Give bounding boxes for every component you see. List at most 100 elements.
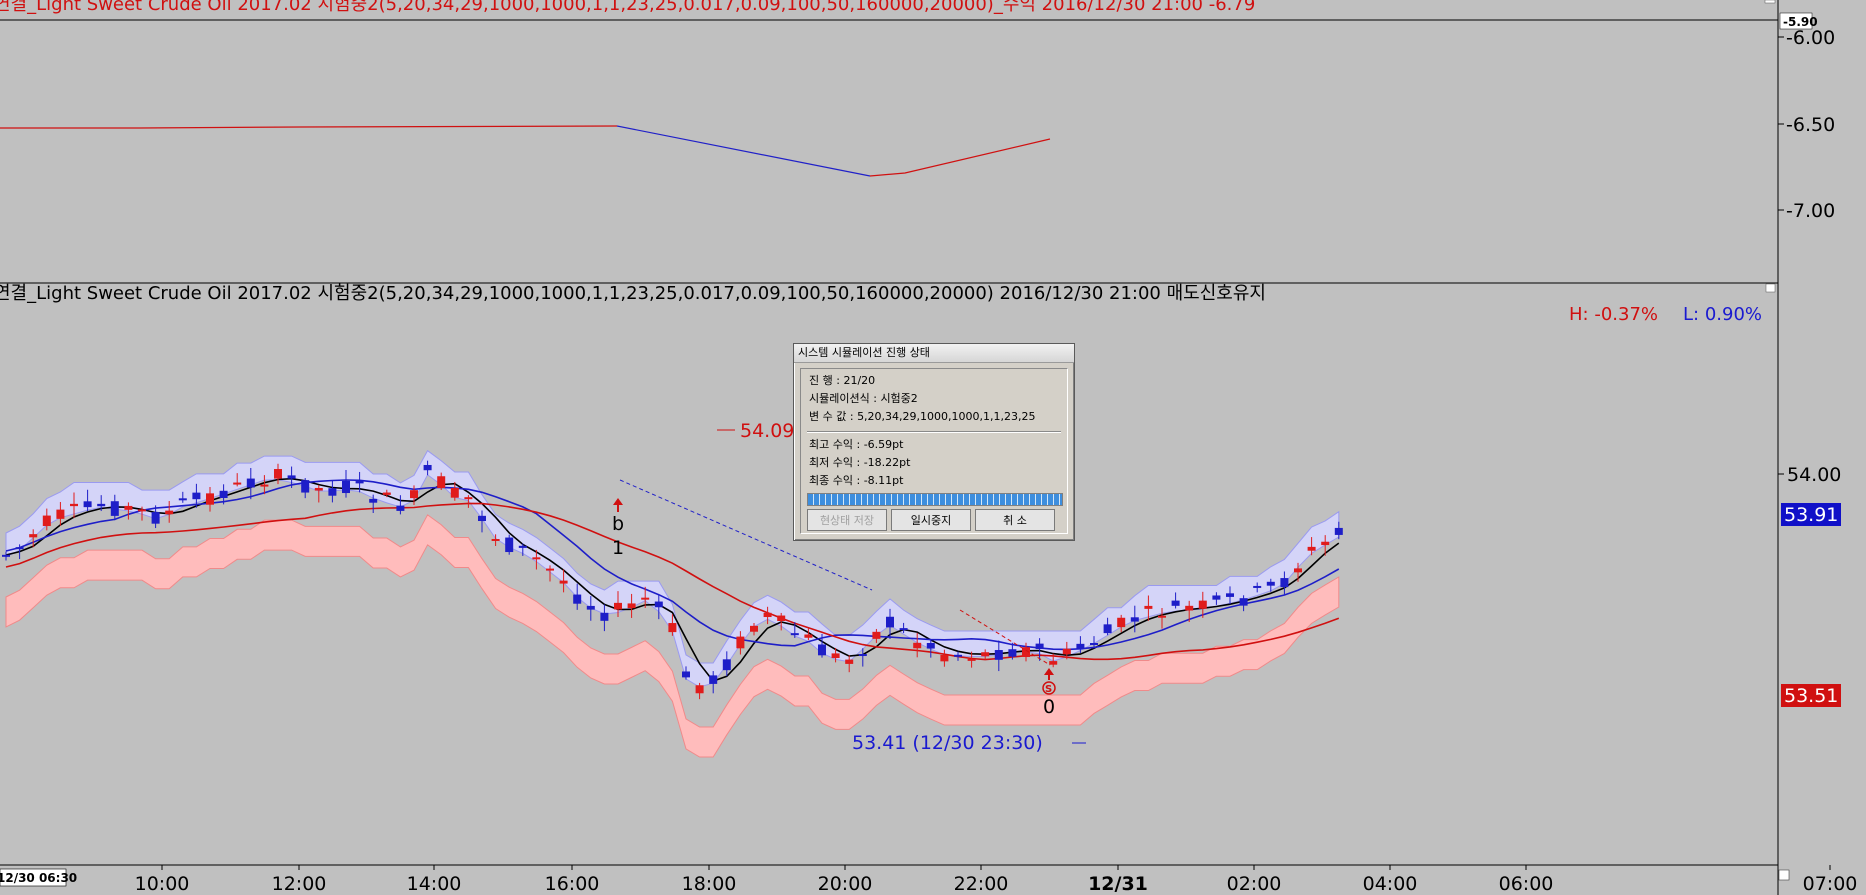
candle-down (1266, 581, 1275, 586)
candle-down (1280, 578, 1289, 588)
dialog-title: 시스템 시뮬레이션 진행 상태 (794, 344, 1074, 363)
candle-up (546, 568, 554, 571)
cursor-time-tag (0, 868, 67, 887)
x-tick-label: 04:00 (1363, 873, 1418, 895)
candle-up (532, 557, 541, 560)
x-tick-label: 12:00 (272, 873, 327, 895)
candle-down (573, 594, 582, 604)
top-y-axis: -6.00 -6.50 -7.00 (1778, 27, 1835, 222)
candle-up (845, 659, 854, 664)
candle-up (1294, 568, 1302, 573)
worst-value: -18.22pt (863, 456, 911, 469)
candle-down (423, 464, 432, 471)
profit-line-up (869, 138, 1051, 177)
candle-up (750, 625, 758, 632)
trade-path-gain (959, 609, 1051, 666)
simulation-progress-dialog[interactable]: 시스템 시뮬레이션 진행 상태 진 행 : 21/20 시뮬레이션식 : 시험중… (793, 343, 1075, 541)
main-panel-title: 연결_Light Sweet Crude Oil 2017.02 시험중2(5,… (0, 283, 1266, 304)
worst-label: 최저 수익 : (809, 456, 861, 469)
price-tag-red: 53.51 (1784, 685, 1838, 707)
panel-size-button[interactable] (1764, 0, 1776, 4)
candle-up (1117, 617, 1126, 628)
candle-up (464, 497, 473, 500)
best-row: 최고 수익 : -6.59pt (809, 437, 903, 453)
low-annotation: 53.41 (12/30 23:30) (852, 732, 1043, 754)
formula-row: 시뮬레이션식 : 시험중2 (809, 391, 918, 407)
candle-down (886, 616, 894, 628)
candle-down (1008, 649, 1017, 657)
candle-down (790, 633, 799, 636)
candle-up (668, 623, 677, 633)
candle-down (994, 650, 1003, 660)
candle-up (165, 510, 174, 515)
cancel-button[interactable]: 취 소 (975, 509, 1055, 531)
candle-up (314, 487, 323, 491)
price-tag-red-bg (1781, 684, 1841, 707)
main-y-tick: 54.00 (1787, 464, 1841, 486)
candle-up (70, 503, 78, 507)
params-row: 변 수 값 : 5,20,34,29,1000,1000,1,1,23,25 (809, 409, 1036, 425)
candle-down (1334, 527, 1343, 535)
zoom-icon[interactable] (1778, 869, 1790, 881)
candle-down (858, 654, 867, 657)
buy-signal-label: b (612, 513, 624, 535)
panel-size-button[interactable] (1765, 283, 1776, 293)
high-percent-label: H: -0.37% (1569, 304, 1658, 325)
candle-down (586, 605, 595, 610)
price-tag-blue: 53.91 (1784, 504, 1838, 526)
candle-down (478, 515, 486, 522)
candle-down (369, 498, 378, 503)
ma-long-line (5, 502, 1340, 661)
candle-up (695, 685, 704, 694)
x-tick-label: 16:00 (545, 873, 600, 895)
candle-up (274, 469, 282, 479)
candle-up (437, 476, 446, 489)
candle-down (1239, 598, 1248, 606)
progress-label: 진 행 : (809, 374, 840, 387)
candle-down (342, 481, 350, 494)
candle-up (233, 482, 242, 485)
params-label: 변 수 값 : (809, 410, 854, 423)
pause-button[interactable]: 일시중지 (891, 509, 971, 531)
candle-up (559, 580, 568, 584)
final-label: 최종 수익 : (809, 474, 861, 487)
params-value: 5,20,34,29,1000,1000,1,1,23,25 (857, 410, 1036, 423)
candle-down (818, 644, 826, 656)
progress-value: 21/20 (843, 374, 876, 387)
progress-row: 진 행 : 21/20 (809, 373, 875, 389)
candle-down (505, 537, 514, 553)
formula-label: 시뮬레이션식 : (809, 392, 877, 405)
candle-up (382, 492, 391, 495)
candle-down (654, 601, 663, 608)
candle-up (763, 612, 772, 618)
dialog-body: 진 행 : 21/20 시뮬레이션식 : 시험중2 변 수 값 : 5,20,3… (800, 368, 1068, 534)
candle-up (491, 538, 500, 541)
top-y-tick: -7.00 (1786, 200, 1835, 222)
x-tick-label: 06:00 (1499, 873, 1554, 895)
x-tick-label: 20:00 (818, 873, 873, 895)
candle-down (246, 478, 255, 488)
x-tick-label: 02:00 (1227, 873, 1282, 895)
candle-down (709, 675, 718, 684)
candle-up (940, 655, 949, 662)
save-state-button[interactable]: 현상태 저장 (807, 509, 887, 531)
x-axis: 10:00 12:00 14:00 16:00 18:00 20:00 22:00 12/31… (135, 865, 1858, 895)
candle-down (192, 492, 201, 500)
candle-up (1321, 541, 1330, 546)
sell-signal-label: S (1045, 684, 1052, 695)
candle-up (981, 652, 990, 657)
x-tick-label: 07:00 (1803, 873, 1858, 895)
candle-up (29, 534, 38, 538)
candle-down (355, 481, 364, 484)
x-tick-label: 12/31 (1088, 873, 1148, 895)
candle-up (831, 653, 840, 659)
sell-signal-count: 0 (1043, 696, 1055, 718)
candle-up (1144, 605, 1153, 609)
candle-up (138, 509, 146, 512)
candle-down (600, 612, 609, 621)
candle-up (450, 488, 459, 498)
candle-up (1049, 661, 1058, 665)
candle-down (1253, 585, 1262, 588)
candle-down (682, 671, 690, 678)
